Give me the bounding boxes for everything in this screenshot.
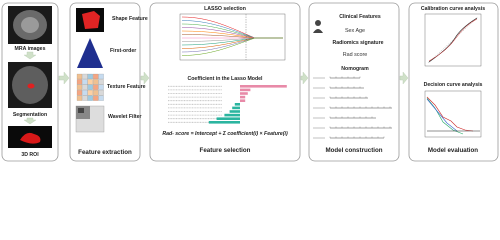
coefficient-bar	[232, 106, 240, 110]
texture-cell	[93, 79, 99, 85]
panel-construction	[308, 2, 400, 162]
label: Clinical Features	[339, 14, 381, 20]
label: First-order	[110, 48, 136, 54]
shape-cube	[82, 11, 100, 29]
lasso-path	[181, 37, 283, 56]
label: Wavelet Filter	[108, 114, 142, 120]
coefficient-bars	[168, 85, 287, 124]
panel-title: Model evaluation	[428, 147, 478, 154]
lasso-plot	[179, 13, 286, 61]
label: Rad score	[343, 52, 368, 58]
coefficient-bar	[229, 110, 240, 113]
texture-cell	[87, 79, 93, 85]
texture-cell	[76, 84, 83, 90]
texture-cell	[76, 95, 83, 101]
label: MRA images	[15, 46, 46, 52]
texture-cell	[82, 73, 88, 80]
texture-cell	[82, 79, 88, 85]
arrow	[300, 71, 309, 85]
texture-cell	[76, 90, 83, 96]
texture-cell	[93, 73, 99, 80]
texture-cell	[82, 95, 88, 101]
coefficient-bar	[240, 99, 246, 102]
label: Nomogram	[341, 66, 369, 72]
arrow	[23, 117, 37, 125]
texture-cell	[98, 73, 104, 80]
roi	[27, 83, 35, 89]
coefficient-bar	[216, 117, 240, 120]
texture-cell	[93, 90, 99, 96]
panel-title: Feature selection	[200, 147, 251, 154]
coefficient-bar	[240, 85, 287, 88]
coefficient-bar	[240, 92, 248, 95]
label: Texture Feature	[107, 84, 146, 90]
arrow	[140, 71, 150, 85]
coefficient-bar	[234, 103, 240, 106]
coefficient-bar	[240, 88, 251, 92]
label: 3D ROI	[21, 152, 39, 158]
label: LASSO selection	[204, 6, 246, 12]
net-benefit-curve	[426, 96, 474, 132]
texture-grid	[76, 73, 104, 101]
ideal-line	[427, 16, 479, 64]
texture-cell	[87, 84, 93, 90]
label: Calibration curve analysis	[421, 6, 485, 12]
coefficient-bar	[208, 121, 240, 124]
workflow-diagram: MRA images Segmentation 3D ROI Shape Fea…	[1, 2, 499, 162]
texture-cell	[98, 84, 104, 90]
texture-cell	[98, 90, 104, 96]
texture-cell	[98, 95, 104, 101]
panel-selection	[149, 2, 301, 162]
calibration-curve	[428, 18, 478, 62]
label: Shape Feature	[112, 16, 148, 22]
texture-cell	[82, 90, 88, 96]
texture-cell	[93, 95, 99, 101]
net-benefit-curve	[426, 98, 458, 132]
panel-title: Feature extraction	[78, 149, 132, 156]
panel-title: Model construction	[325, 147, 382, 154]
arrow	[399, 71, 409, 85]
texture-cell	[87, 73, 93, 80]
texture-cell	[98, 79, 104, 85]
label: Coefficient in the Lasso Model	[188, 76, 263, 82]
brain-inner	[21, 17, 39, 33]
label: Decision curve analysis	[424, 82, 483, 88]
person-icon	[315, 20, 321, 26]
coefficient-bar	[240, 95, 246, 99]
decision-plot	[424, 90, 482, 138]
lasso-paths	[181, 16, 283, 56]
person-icon	[313, 29, 323, 33]
roi-3d	[20, 132, 41, 144]
formula: Rad- score = Intercept + Σ coefficient(i…	[162, 131, 288, 137]
coefficient-bar	[224, 113, 240, 117]
net-benefit-curve	[426, 97, 464, 135]
texture-cell	[93, 84, 99, 90]
label: Sex Age	[345, 28, 365, 34]
texture-cell	[87, 95, 93, 101]
calibration-plot	[424, 13, 482, 67]
label: Segmentation	[13, 112, 47, 118]
arrow	[58, 71, 70, 85]
texture-cell	[87, 90, 93, 96]
nomogram	[313, 76, 392, 139]
texture-cell	[76, 73, 83, 80]
arrow	[23, 51, 37, 60]
label: Radiomics signature	[332, 40, 383, 46]
texture-cell	[82, 84, 88, 90]
panel-evaluation	[408, 2, 499, 162]
texture-cell	[76, 79, 83, 85]
wavelet-band	[78, 108, 84, 113]
first-order-triangle	[77, 38, 103, 68]
